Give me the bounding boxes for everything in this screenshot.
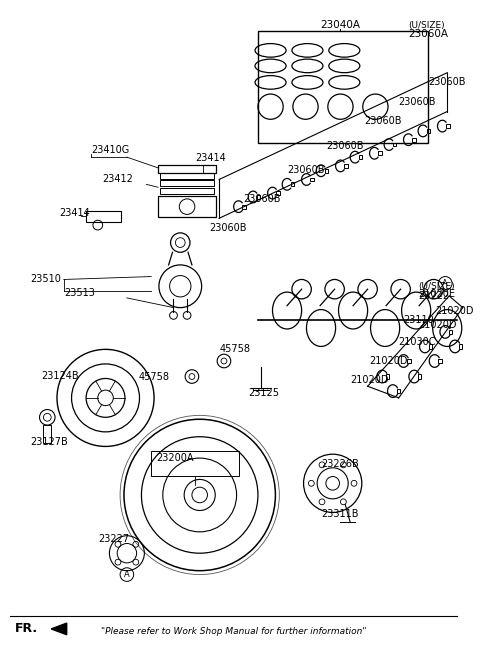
- Text: 21020E: 21020E: [418, 289, 455, 299]
- Text: A: A: [443, 279, 448, 288]
- Text: 21020D: 21020D: [418, 320, 456, 330]
- Polygon shape: [51, 623, 67, 635]
- Bar: [43, 425, 51, 443]
- Bar: [418, 375, 421, 379]
- Text: 21020D: 21020D: [370, 356, 408, 366]
- Bar: [446, 124, 450, 128]
- Text: "Please refer to Work Shop Manual for further information": "Please refer to Work Shop Manual for fu…: [101, 627, 366, 636]
- Text: 23513: 23513: [64, 288, 95, 298]
- Bar: [160, 180, 214, 186]
- Text: 23414: 23414: [195, 153, 226, 163]
- Text: 23060B: 23060B: [243, 194, 281, 204]
- Text: 23060A: 23060A: [408, 29, 448, 39]
- Bar: [378, 152, 382, 155]
- Text: 23060B: 23060B: [287, 165, 324, 174]
- Text: (U/SIZE): (U/SIZE): [408, 20, 445, 30]
- Text: 23124B: 23124B: [41, 371, 79, 380]
- Text: 23226B: 23226B: [321, 459, 359, 469]
- Bar: [291, 182, 294, 186]
- Text: 21030C: 21030C: [399, 337, 436, 346]
- Bar: [151, 451, 239, 476]
- Bar: [386, 375, 389, 379]
- Bar: [158, 165, 216, 173]
- Bar: [359, 155, 362, 159]
- Bar: [257, 195, 260, 199]
- Text: 23414: 23414: [59, 209, 90, 218]
- Text: 23311B: 23311B: [321, 509, 359, 520]
- Bar: [276, 191, 280, 195]
- Text: 45758: 45758: [139, 371, 169, 382]
- Text: 23110: 23110: [404, 316, 434, 325]
- Bar: [397, 389, 400, 393]
- Bar: [158, 196, 216, 217]
- Text: 23127B: 23127B: [30, 437, 68, 447]
- Text: 23125: 23125: [248, 388, 279, 398]
- Text: 21020D: 21020D: [350, 375, 389, 386]
- Text: 23510: 23510: [30, 274, 60, 285]
- Text: A: A: [124, 570, 130, 579]
- Text: 23060B: 23060B: [365, 116, 402, 126]
- Bar: [325, 169, 328, 173]
- Text: 23060B: 23060B: [399, 97, 436, 107]
- Bar: [160, 173, 214, 178]
- Bar: [242, 205, 246, 209]
- Bar: [427, 129, 430, 133]
- Bar: [86, 211, 121, 222]
- Bar: [344, 164, 348, 168]
- Text: (U/SIZE): (U/SIZE): [418, 282, 455, 291]
- Bar: [393, 142, 396, 146]
- Bar: [429, 344, 432, 348]
- Bar: [408, 359, 411, 363]
- Bar: [310, 178, 313, 182]
- Text: 45758: 45758: [219, 344, 250, 354]
- Bar: [160, 188, 214, 194]
- Text: 23040A: 23040A: [321, 20, 360, 30]
- Bar: [439, 359, 442, 363]
- Bar: [459, 344, 462, 348]
- Bar: [412, 138, 416, 142]
- Text: 23200A: 23200A: [156, 453, 193, 463]
- Text: 21020D: 21020D: [435, 306, 474, 316]
- Text: 23410G: 23410G: [91, 146, 129, 155]
- Text: 23412: 23412: [103, 174, 133, 184]
- Text: 23222: 23222: [418, 291, 449, 301]
- Text: 23060B: 23060B: [428, 77, 465, 87]
- Bar: [449, 330, 453, 334]
- Text: 23227: 23227: [98, 533, 129, 544]
- Text: FR.: FR.: [15, 623, 38, 636]
- Text: 23060B: 23060B: [326, 140, 363, 150]
- Text: 23060B: 23060B: [209, 223, 247, 233]
- Bar: [258, 31, 428, 142]
